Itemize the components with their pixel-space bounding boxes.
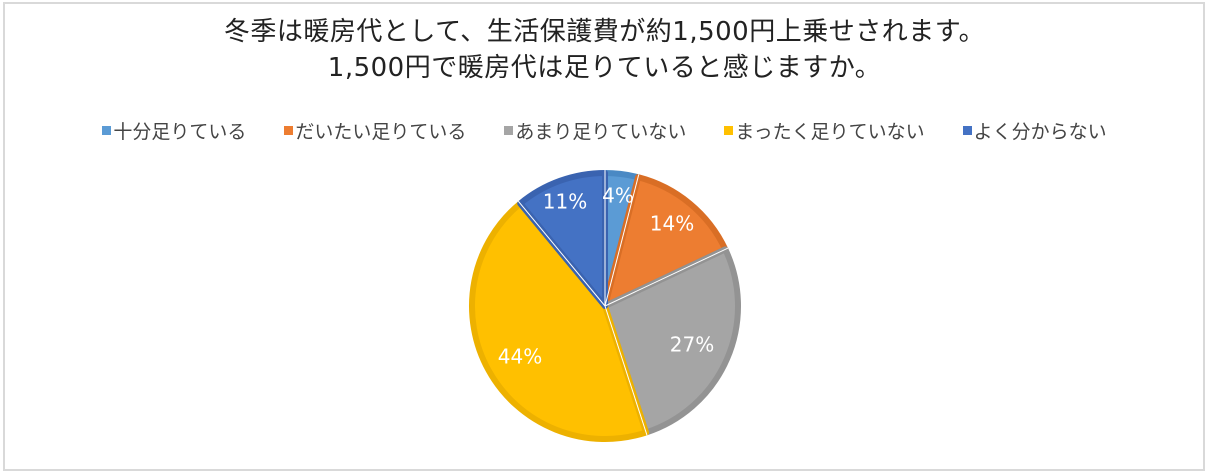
data-label-not-quite-sufficient: 27% bbox=[670, 333, 714, 357]
slice-mostly-sufficient bbox=[602, 174, 729, 309]
data-label-sufficient: 4% bbox=[602, 184, 634, 208]
legend-swatch bbox=[962, 126, 972, 135]
legend-label: 十分足りている bbox=[113, 121, 247, 143]
slice-not-quite-sufficient bbox=[602, 246, 741, 436]
legend-item-mostly-sufficient: だいたい足りている bbox=[284, 117, 466, 144]
slice-separator bbox=[604, 305, 648, 436]
pie-slices bbox=[469, 170, 741, 442]
legend-label: まったく足りていない bbox=[735, 121, 925, 143]
data-label-unknown: 11% bbox=[543, 190, 587, 214]
chart-title-line2: 1,500円で暖房代は足りていると感じますか。 bbox=[327, 53, 882, 83]
legend-item-not-quite-sufficient: あまり足りていない bbox=[504, 117, 686, 144]
legend-label: よく分からない bbox=[973, 121, 1107, 143]
slice-separator bbox=[517, 200, 606, 307]
slice-not-at-all-sufficient bbox=[469, 200, 650, 442]
legend-label: あまり足りていない bbox=[515, 121, 687, 143]
legend-item-unknown: よく分からない bbox=[962, 117, 1107, 144]
legend-swatch bbox=[724, 126, 734, 135]
chart-title-line1: 冬季は暖房代として、生活保護費が約1,500円上乗せされます。 bbox=[223, 17, 986, 47]
legend-swatch bbox=[504, 126, 514, 135]
legend-swatch bbox=[102, 126, 112, 135]
slice-separator bbox=[604, 174, 640, 307]
pie-labels: 4% 14% 27% 44% 11% bbox=[498, 184, 714, 369]
slice-separator bbox=[604, 247, 729, 307]
data-label-not-at-all-sufficient: 44% bbox=[498, 345, 542, 369]
slice-unknown bbox=[517, 170, 608, 309]
chart-legend: 十分足りている だいたい足りている あまり足りていない まったく足りていない よ… bbox=[0, 117, 1209, 144]
chart-title: 冬季は暖房代として、生活保護費が約1,500円上乗せされます。 1,500円で暖… bbox=[0, 14, 1209, 86]
data-label-mostly-sufficient: 14% bbox=[650, 212, 694, 236]
legend-item-sufficient: 十分足りている bbox=[102, 117, 246, 144]
legend-swatch bbox=[284, 126, 294, 135]
legend-label: だいたい足りている bbox=[295, 121, 467, 143]
legend-item-not-at-all-sufficient: まったく足りていない bbox=[724, 117, 925, 144]
